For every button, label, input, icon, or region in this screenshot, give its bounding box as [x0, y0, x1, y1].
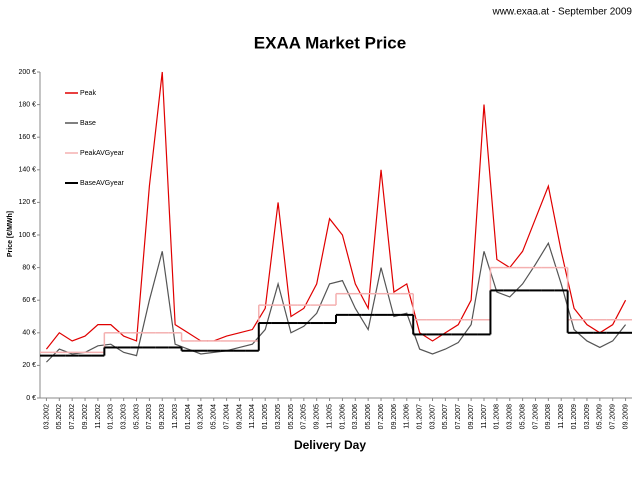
x-tick-label: 09.2002	[82, 404, 89, 429]
x-tick-label: 01.2006	[339, 404, 346, 429]
x-tick-label: 03.2002	[43, 404, 50, 429]
x-tick-label: 09.2008	[545, 404, 552, 429]
y-tick-label: 40 €	[22, 330, 36, 337]
x-tick-label: 05.2008	[519, 404, 526, 429]
legend-label: BaseAVGyear	[80, 180, 125, 187]
x-tick-label: 03.2004	[198, 404, 205, 429]
y-tick-label: 80 €	[22, 264, 36, 271]
x-tick-label: 05.2005	[288, 404, 295, 429]
x-tick-label: 09.2009	[622, 404, 629, 429]
x-tick-label: 11.2003	[172, 404, 179, 429]
legend-label: Base	[80, 120, 96, 127]
x-tick-label: 03.2005	[275, 404, 282, 429]
y-tick-label: 200 €	[18, 69, 36, 76]
y-axis-label: Price [€/MWh]	[7, 211, 14, 257]
y-tick-label: 20 €	[22, 362, 36, 369]
x-tick-label: 07.2005	[301, 404, 308, 429]
legend-label: Peak	[80, 90, 96, 97]
x-tick-label: 03.2006	[352, 404, 359, 429]
x-tick-label: 03.2007	[429, 404, 436, 429]
x-tick-label: 03.2009	[584, 404, 591, 429]
y-tick-label: 60 €	[22, 297, 36, 304]
x-tick-label: 01.2003	[108, 404, 115, 429]
x-tick-label: 07.2003	[146, 404, 153, 429]
x-tick-label: 05.2002	[56, 404, 63, 429]
x-tick-label: 09.2005	[314, 404, 321, 429]
x-tick-label: 07.2008	[532, 404, 539, 429]
x-tick-label: 01.2004	[185, 404, 192, 429]
y-tick-label: 100 €	[18, 232, 36, 239]
y-tick-label: 0 €	[26, 395, 36, 402]
x-tick-label: 05.2004	[211, 404, 218, 429]
x-tick-label: 05.2009	[597, 404, 604, 429]
x-tick-label: 09.2004	[236, 404, 243, 429]
x-tick-label: 11.2004	[249, 404, 256, 429]
series-line	[45, 71, 627, 350]
x-axis-label: Delivery Day	[294, 438, 366, 452]
chart-title: EXAA Market Price	[254, 33, 406, 52]
x-tick-label: 09.2007	[468, 404, 475, 429]
source: www.exaa.at - September 2009	[491, 7, 632, 18]
x-tick-label: 09.2003	[159, 404, 166, 429]
x-tick-label: 11.2007	[481, 404, 488, 429]
x-tick-label: 01.2007	[416, 404, 423, 429]
x-tick-label: 01.2008	[494, 404, 501, 429]
x-tick-label: 11.2005	[326, 404, 333, 429]
x-tick-label: 07.2002	[69, 404, 76, 429]
x-tick-label: 05.2003	[133, 404, 140, 429]
legend-label: PeakAVGyear	[80, 150, 125, 157]
x-tick-label: 11.2008	[558, 404, 565, 429]
x-tick-label: 09.2006	[391, 404, 398, 429]
series-line	[46, 241, 627, 363]
x-tick-label: 11.2006	[404, 404, 411, 429]
x-tick-label: 07.2004	[223, 404, 230, 429]
x-tick-label: 01.2005	[262, 404, 269, 429]
x-tick-label: 05.2006	[365, 404, 372, 429]
x-tick-label: 01.2009	[571, 404, 578, 429]
x-tick-label: 07.2006	[378, 404, 385, 429]
x-tick-label: 07.2007	[455, 404, 462, 429]
y-tick-label: 180 €	[18, 101, 36, 108]
y-tick-label: 160 €	[18, 134, 36, 141]
x-tick-label: 07.2009	[610, 404, 617, 429]
x-tick-label: 03.2003	[120, 404, 127, 429]
x-tick-label: 03.2008	[507, 404, 514, 429]
x-tick-label: 11.2002	[95, 404, 102, 429]
y-tick-label: 140 €	[18, 167, 36, 174]
y-tick-label: 120 €	[18, 199, 36, 206]
x-tick-label: 05.2007	[442, 404, 449, 429]
